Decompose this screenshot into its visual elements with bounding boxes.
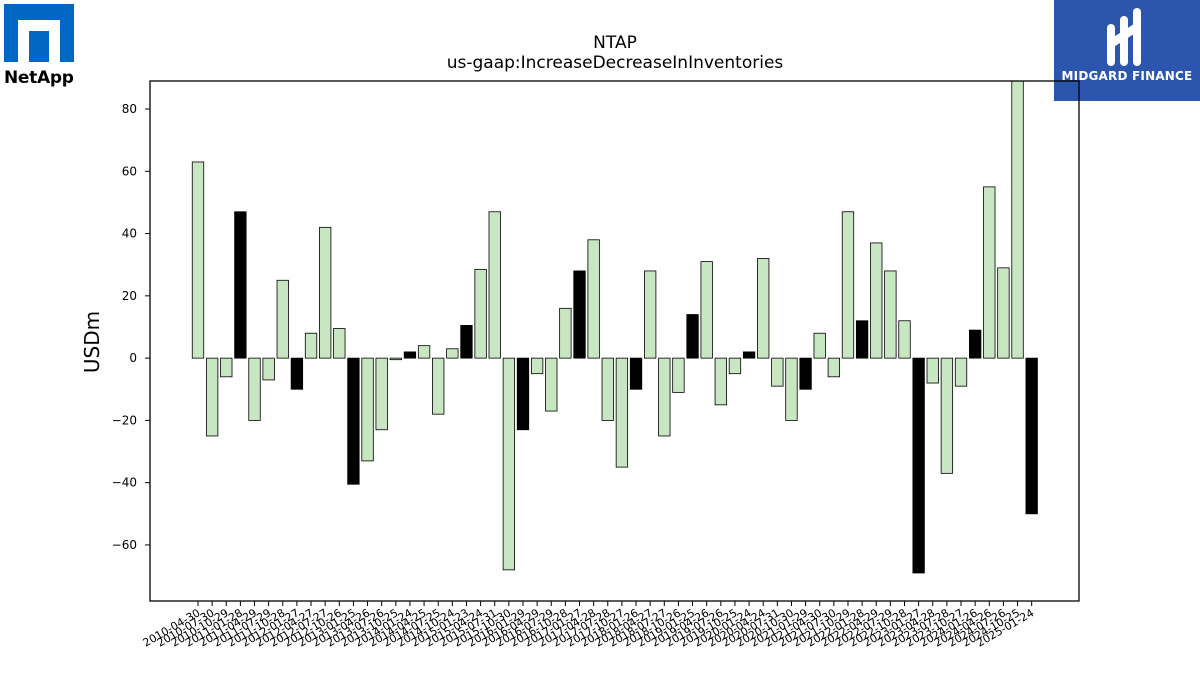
y-axis-label: USDm — [80, 311, 104, 373]
bar-2025-01-24 — [1025, 357, 1038, 515]
bar-2015-10-30 — [502, 357, 516, 571]
bar-2021-10-29 — [841, 211, 855, 359]
bar-2024-07-26 — [997, 267, 1010, 359]
netapp-logo: NetApp — [4, 4, 84, 94]
bar-2014-01-24 — [403, 351, 417, 359]
y-tick-label: −60 — [112, 538, 137, 552]
bar-2020-10-30 — [785, 357, 798, 421]
bar-2017-04-28 — [587, 239, 600, 359]
bar-2017-01-27 — [573, 270, 586, 359]
midgard-logo-text: MIDGARD FINANCE — [1061, 69, 1193, 83]
y-tick-label: 60 — [122, 164, 137, 178]
midgard-logo-mark-icon — [1107, 8, 1141, 66]
bar-2015-04-24 — [474, 268, 487, 359]
bar-2016-04-29 — [530, 357, 544, 375]
bar-2019-01-25 — [686, 314, 699, 359]
bar-2011-04-29 — [248, 357, 261, 421]
bar-2020-04-24 — [757, 258, 770, 359]
bar-2011-10-28 — [276, 279, 289, 359]
bar-2017-07-28 — [601, 357, 614, 421]
bar-2023-10-27 — [954, 357, 968, 387]
bar-2019-07-26 — [714, 357, 727, 406]
bar-2024-01-26 — [969, 329, 982, 359]
bar-2010-04-30 — [191, 161, 205, 359]
plot-frame — [149, 80, 1080, 602]
bar-2024-10-25 — [1011, 80, 1024, 359]
bar-2017-10-27 — [615, 357, 629, 468]
bar-2018-04-27 — [644, 270, 657, 359]
bar-2018-01-26 — [629, 357, 643, 390]
netapp-logo-text: NetApp — [4, 68, 74, 88]
bar-2021-07-30 — [827, 357, 840, 378]
bar-2013-10-25 — [389, 357, 402, 361]
bar-2011-07-29 — [262, 357, 275, 381]
bar-2018-07-27 — [658, 357, 671, 437]
bar-2013-01-25 — [347, 357, 360, 485]
bar-2012-01-27 — [290, 357, 304, 390]
bar-2024-04-26 — [983, 186, 996, 359]
bar-2010-07-30 — [205, 357, 219, 437]
bar-2022-07-29 — [884, 270, 897, 359]
bar-2018-10-26 — [672, 357, 685, 393]
bar-2021-01-29 — [799, 357, 812, 390]
bar-2012-07-27 — [319, 226, 332, 359]
bar-2016-07-29 — [545, 357, 558, 412]
bar-2021-04-30 — [813, 332, 826, 359]
y-tick-label: −20 — [112, 413, 137, 427]
midgard-finance-logo: MIDGARD FINANCE — [1054, 0, 1200, 101]
y-tick-label: 20 — [122, 289, 137, 303]
y-axis: −60 −40 −20 0 20 40 60 80 — [112, 102, 150, 552]
bar-2022-04-29 — [870, 242, 883, 359]
chart-title: NTAP — [593, 33, 637, 53]
bar-2014-04-25 — [417, 345, 431, 359]
bar-2014-10-24 — [446, 348, 459, 359]
y-tick-label: −40 — [112, 476, 137, 490]
bar-2020-01-24 — [742, 351, 756, 359]
netapp-logo-mark-icon — [4, 4, 74, 62]
bar-2012-04-27 — [304, 332, 318, 359]
bar-2010-10-29 — [220, 357, 233, 378]
bar-2023-04-28 — [926, 357, 939, 384]
bar-2019-10-25 — [728, 357, 742, 375]
bar-2016-10-28 — [559, 307, 572, 359]
x-axis: 2010-04-302010-07-302010-10-292011-01-28… — [141, 601, 1036, 650]
y-tick-label: 0 — [129, 351, 137, 365]
bar-2022-01-28 — [855, 320, 869, 359]
bar-2011-01-28 — [234, 211, 247, 359]
bar-2019-04-26 — [700, 261, 713, 359]
bar-2015-01-23 — [460, 325, 473, 359]
bar-2020-07-31 — [771, 357, 784, 387]
bar-2013-04-26 — [361, 357, 374, 462]
bar-2014-07-25 — [432, 357, 445, 415]
bars-layer — [191, 80, 1038, 574]
y-tick-label: 40 — [122, 227, 137, 241]
bar-2015-07-31 — [488, 211, 501, 359]
bar-2012-10-26 — [333, 328, 346, 359]
y-tick-label: 80 — [122, 102, 137, 116]
bar-2016-01-29 — [516, 357, 530, 431]
bar-2022-10-28 — [898, 320, 911, 359]
bar-2023-07-28 — [940, 357, 954, 474]
bar-2013-07-26 — [375, 357, 388, 431]
bar-2023-01-27 — [912, 357, 925, 574]
chart-subtitle: us-gaap:IncreaseDecreaseInInventories — [447, 53, 784, 73]
